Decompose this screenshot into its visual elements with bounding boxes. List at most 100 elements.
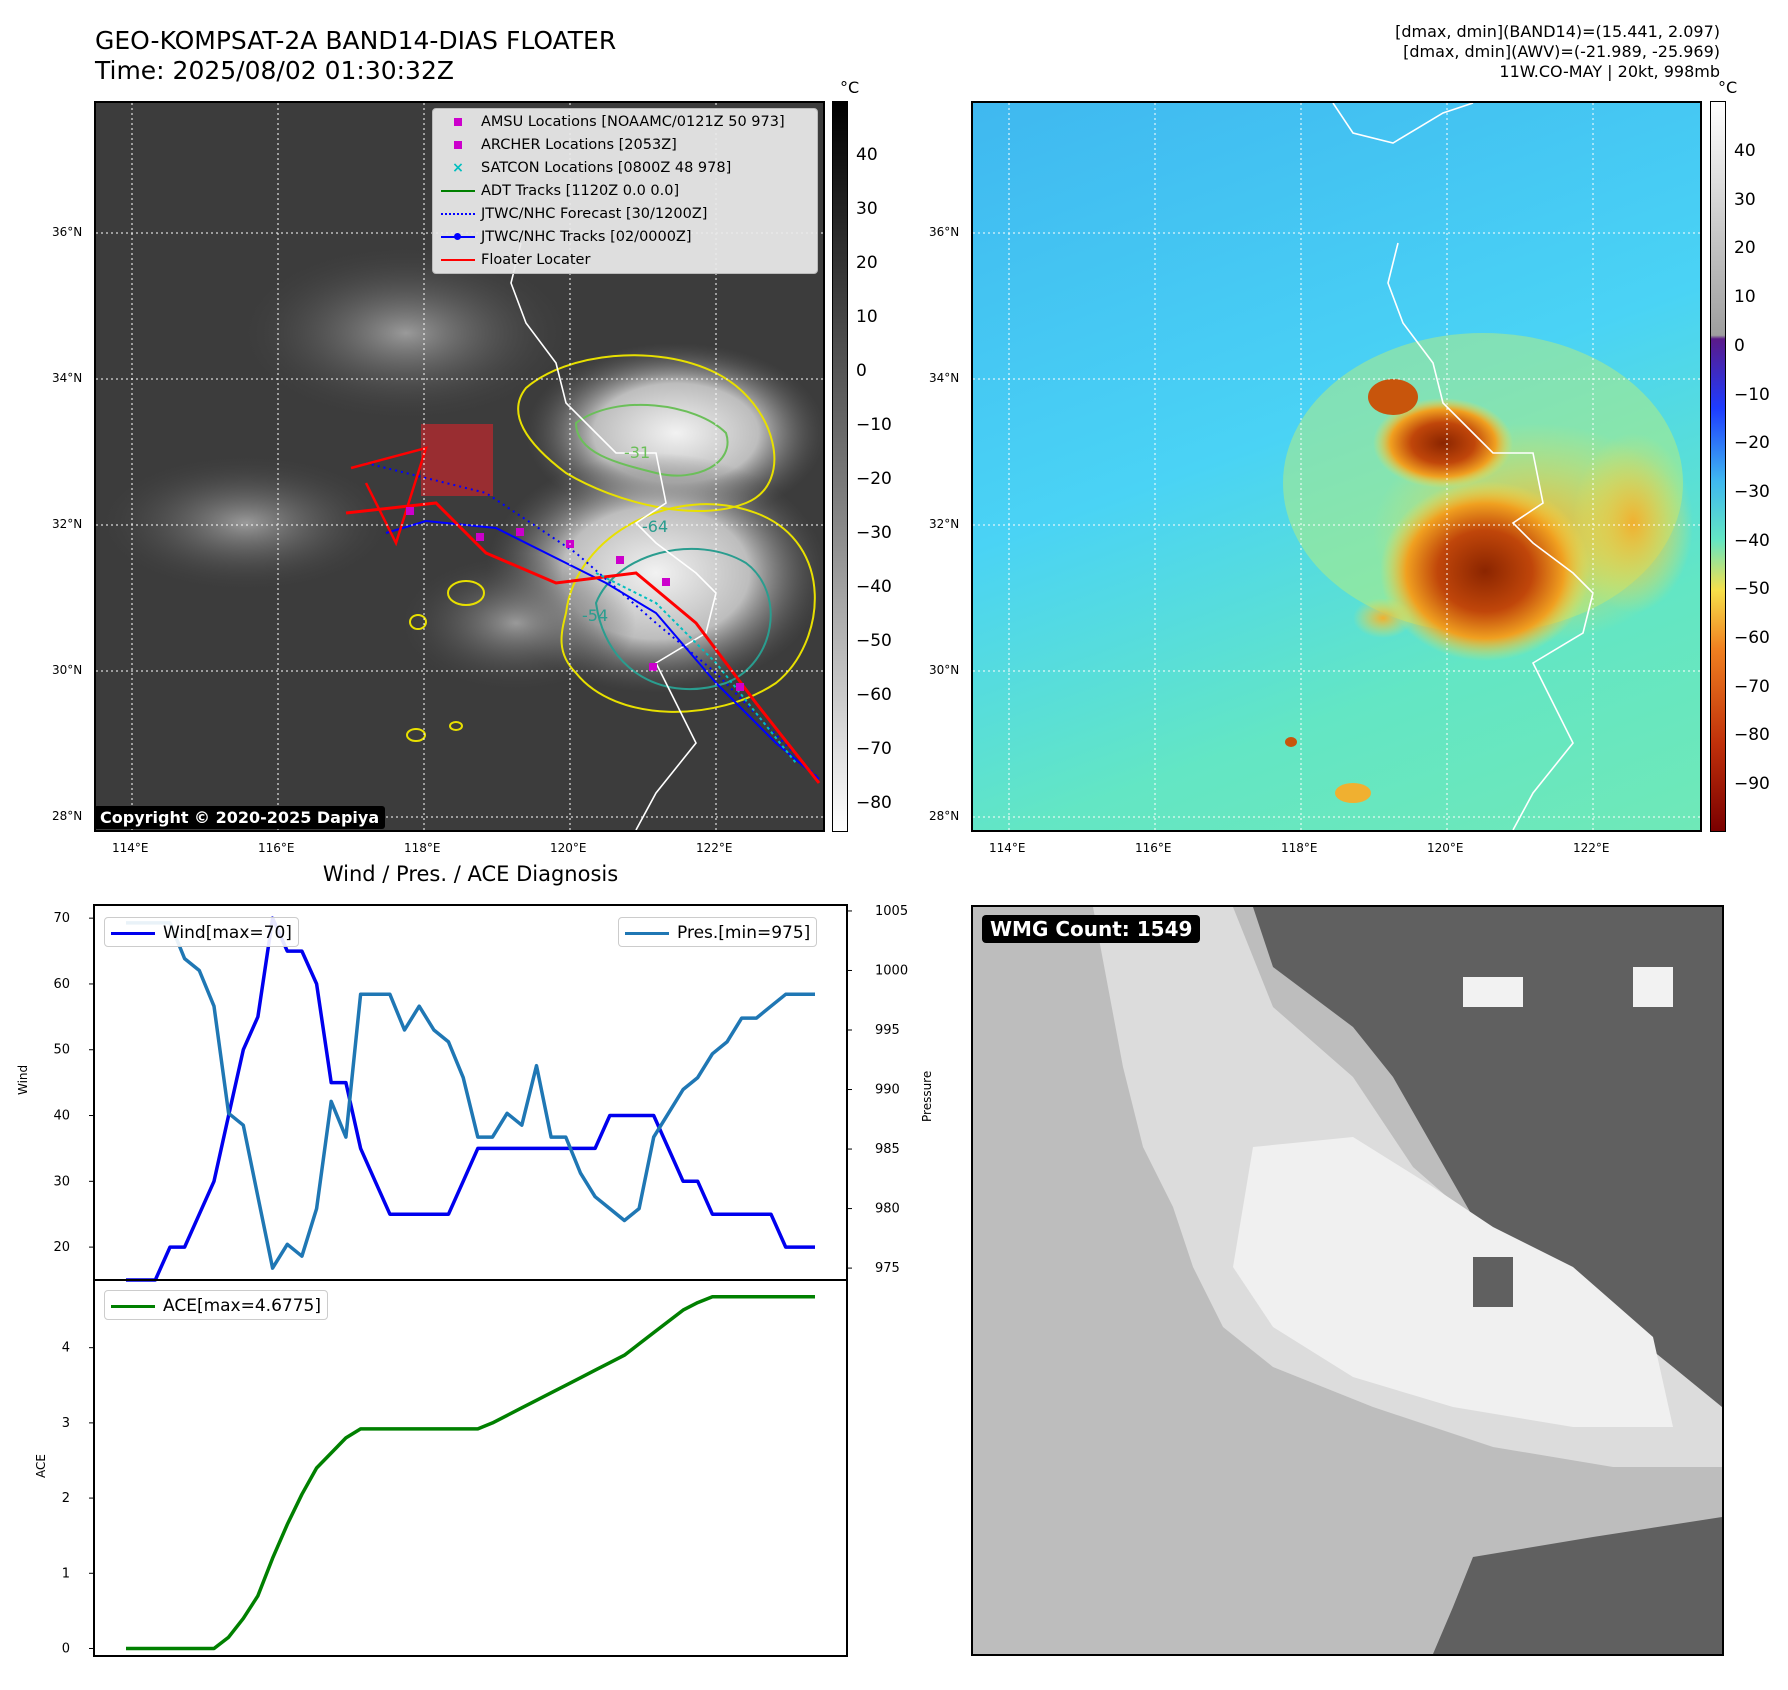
lon-label: 122°E [1573, 841, 1610, 855]
series-line [126, 916, 815, 1282]
ace-axis-label: ACE [34, 1454, 48, 1478]
colorbar-tick-label: −20 [1734, 433, 1770, 454]
y-tick-label: 0 [62, 1641, 70, 1656]
lon-label: 122°E [696, 841, 733, 855]
plot-frame [93, 1279, 848, 1657]
wmg-panel [971, 905, 1724, 1656]
colorbar-tick-label: −60 [856, 685, 892, 705]
ace-legend: ACE[max=4.6775] [104, 1290, 328, 1320]
enhanced-map-imagery [973, 103, 1700, 830]
wind-axis-label: Wind [16, 1064, 30, 1095]
legend-item-tracks: JTWC/NHC Tracks [02/0000Z] [433, 226, 817, 248]
line-dot-icon [441, 226, 475, 248]
lat-label: 34°N [929, 371, 960, 385]
figure-time: Time: 2025/08/02 01:30:32Z [95, 56, 454, 85]
y2-tick-label: 985 [875, 1142, 900, 1157]
lon-label: 114°E [112, 841, 149, 855]
storm-info: 11W.CO-MAY | 20kt, 998mb [1499, 62, 1720, 81]
series-line [126, 921, 815, 1270]
band14-range: [dmax, dmin](BAND14)=(15.441, 2.097) [1395, 22, 1720, 41]
y2-tick-label: 1000 [875, 963, 908, 978]
lat-label: 28°N [52, 809, 83, 823]
colorbar-tick-label: −80 [1734, 725, 1770, 746]
colorbar-tick-label: 0 [1734, 335, 1745, 356]
y-tick-label: 30 [53, 1174, 70, 1189]
colorbar-tick-label: −10 [1734, 384, 1770, 405]
solid-line-icon [441, 249, 475, 271]
wind-pressure-chart: 20 30 40 50 60 70 975 980 985 990 995 1000 1005 [53, 904, 908, 1282]
colorbar-tick-label: 30 [856, 199, 878, 219]
lon-label: 114°E [989, 841, 1026, 855]
lat-label: 32°N [52, 517, 83, 531]
legend-item-forecast: JTWC/NHC Forecast [30/1200Z] [433, 203, 817, 225]
colorbar-tick-label: 0 [856, 361, 867, 381]
line-swatch-icon [625, 931, 669, 935]
y-tick-label: 60 [53, 977, 70, 992]
solid-line-icon [441, 180, 475, 202]
colorbar-tick-label: −40 [856, 577, 892, 597]
square-marker-icon [441, 134, 475, 156]
figure-title: GEO-KOMPSAT-2A BAND14-DIAS FLOATER [95, 26, 617, 55]
colorbar-tick-label: −60 [1734, 628, 1770, 648]
lat-label: 34°N [52, 371, 83, 385]
ir-map-imagery [96, 103, 823, 830]
y-tick-label: 3 [62, 1416, 70, 1431]
x-marker-icon: × [452, 160, 464, 176]
colorbar-tick-label: 10 [856, 307, 878, 327]
colorbar-tick-label: 20 [1734, 238, 1756, 259]
wmg-imagery [973, 907, 1722, 1654]
y-tick-label: 50 [53, 1043, 70, 1058]
colorbar-tick-label: −50 [856, 631, 892, 651]
colorbar-tick-label: −30 [1734, 481, 1770, 502]
awv-range: [dmax, dmin](AWV)=(-21.989, -25.969) [1403, 42, 1720, 61]
lon-label: 120°E [1427, 841, 1464, 855]
colorbar-tick-label: −50 [1734, 579, 1770, 600]
dotted-line-icon [441, 203, 475, 225]
colorbar-unit: °C [840, 78, 860, 97]
colorbar-tick-label: 10 [1734, 287, 1756, 308]
colorbar-tick-label: 40 [856, 145, 878, 165]
y-tick-label: 40 [53, 1109, 70, 1124]
legend-item-satcon: × SATCON Locations [0800Z 48 978] [433, 157, 817, 179]
header-stats: [dmax, dmin](BAND14)=(15.441, 2.097) [dm… [1395, 22, 1720, 82]
wind-legend: Wind[max=70] [104, 917, 299, 947]
colorbar-tick-label: −20 [856, 469, 892, 489]
lat-label: 28°N [929, 809, 960, 823]
colorbar-tick-label: 20 [856, 253, 878, 273]
legend-item-amsu: AMSU Locations [NOAAMC/0121Z 50 973] [433, 111, 817, 133]
diagnosis-title: Wind / Pres. / ACE Diagnosis [322, 862, 619, 886]
y-tick-label: 70 [53, 911, 70, 926]
y-tick-label: 20 [53, 1240, 70, 1255]
lon-label: 116°E [1135, 841, 1172, 855]
plot-frame [93, 904, 848, 1281]
colorbar-unit: °C [1718, 78, 1738, 97]
square-marker-icon [441, 111, 475, 133]
colorbar-tick-label: −90 [1734, 774, 1770, 795]
colorbar-left [832, 101, 848, 832]
lon-label: 120°E [550, 841, 587, 855]
contour-label: -54 [582, 606, 609, 625]
lon-label: 118°E [1281, 841, 1318, 855]
series-line [126, 1294, 815, 1651]
track-legend: AMSU Locations [NOAAMC/0121Z 50 973] ARC… [432, 108, 818, 274]
enhanced-map-panel [971, 101, 1702, 832]
pressure-legend: Pres.[min=975] [618, 917, 818, 947]
colorbar-tick-label: −10 [856, 415, 892, 435]
lon-label: 118°E [404, 841, 441, 855]
lon-label: 116°E [258, 841, 295, 855]
legend-item-archer: ARCHER Locations [2053Z] [433, 134, 817, 156]
y-tick-label: 2 [62, 1491, 70, 1506]
lat-label: 36°N [929, 225, 960, 239]
colorbar-tick-label: −40 [1734, 530, 1770, 551]
y2-tick-label: 990 [875, 1083, 900, 1098]
y2-tick-label: 975 [875, 1261, 900, 1276]
line-swatch-icon [111, 931, 155, 935]
y2-tick-label: 980 [875, 1202, 900, 1217]
colorbar-tick-label: 40 [1734, 141, 1756, 161]
colorbar-tick-label: −30 [856, 523, 892, 543]
copyright-badge: Copyright © 2020-2025 Dapiya [94, 806, 386, 829]
colorbar-tick-label: −70 [1734, 676, 1770, 697]
colorbar-right [1710, 101, 1726, 832]
y-tick-label: 1 [62, 1566, 70, 1581]
lat-label: 30°N [52, 663, 83, 677]
